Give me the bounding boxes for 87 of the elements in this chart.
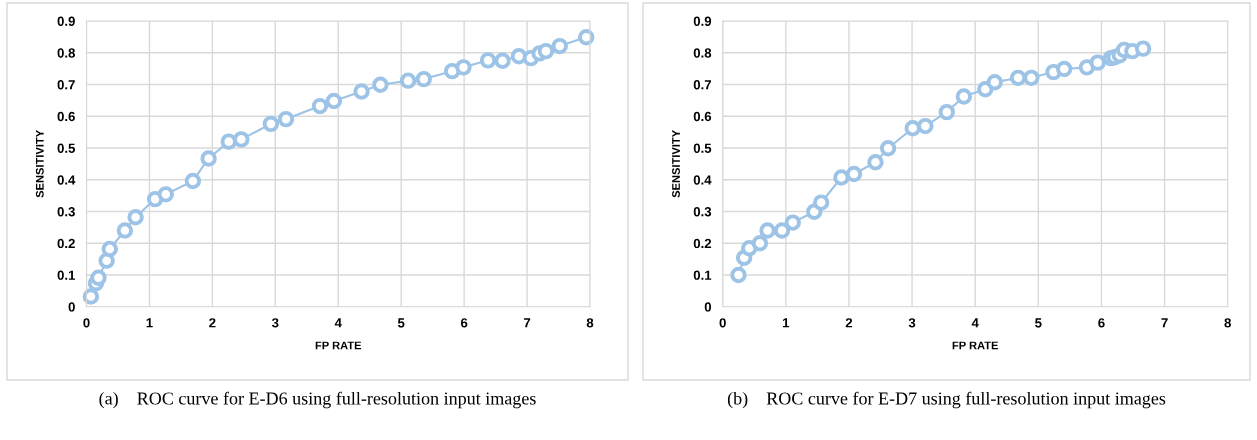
point — [784, 214, 801, 231]
y-tick-label: 0.8 — [693, 48, 712, 58]
y-tick-label: 0.1 — [57, 270, 76, 280]
x-tick-label: 4 — [334, 318, 342, 328]
point — [494, 52, 511, 69]
x-tick-label: 7 — [523, 318, 531, 328]
x-tick-label: 1 — [782, 318, 790, 328]
y-tick-label: 0.6 — [693, 111, 712, 122]
point — [479, 52, 497, 69]
point — [833, 169, 850, 186]
point — [986, 74, 1003, 91]
point — [938, 103, 955, 121]
point — [867, 154, 884, 171]
y-tick-label: 0.8 — [57, 48, 75, 58]
y-tick-label: 0.5 — [57, 143, 76, 153]
y-tick-label: 0.4 — [693, 175, 712, 185]
y-tick-label: 0.3 — [57, 207, 75, 217]
point — [372, 76, 389, 94]
y-axis-title: SENSITIVITY — [35, 130, 44, 198]
point — [1134, 40, 1152, 57]
y-tick-label: 0 — [704, 302, 712, 312]
point — [90, 269, 107, 287]
text: (a) ROC curve for E-D6 using full-resolution input images — [99, 391, 536, 409]
x-axis-title: FP RATE — [952, 341, 999, 350]
point — [220, 133, 237, 150]
point — [200, 150, 217, 167]
point — [101, 240, 118, 258]
x-tick-label: 6 — [1098, 318, 1105, 328]
x-tick-label: 0 — [83, 318, 90, 328]
point — [325, 92, 343, 110]
point — [917, 117, 934, 135]
y-tick-label: 0.5 — [693, 143, 712, 153]
point — [1009, 69, 1027, 87]
point — [455, 59, 472, 76]
point — [551, 37, 568, 55]
point — [537, 42, 555, 60]
y-tick-label: 0.3 — [693, 207, 712, 217]
y-tick-label: 0.7 — [57, 80, 75, 90]
x-tick-label: 1 — [146, 318, 153, 328]
y-tick-label: 0.2 — [693, 238, 712, 249]
point — [759, 222, 776, 239]
x-tick-label: 8 — [586, 318, 594, 328]
point — [116, 222, 134, 239]
text: (b) ROC curve for E-D7 using full-resolution input images — [727, 391, 1166, 409]
point — [1023, 69, 1040, 87]
point — [751, 235, 769, 252]
point — [812, 194, 830, 211]
point — [955, 88, 973, 105]
point — [415, 70, 433, 88]
point — [1089, 54, 1106, 71]
point — [262, 115, 280, 133]
point — [730, 266, 747, 284]
x-tick-label: 7 — [1161, 318, 1168, 328]
point — [277, 110, 295, 128]
x-tick-label: 5 — [397, 318, 405, 328]
y-tick-label: 0.2 — [57, 238, 75, 249]
point — [879, 140, 897, 157]
y-tick-label: 0.9 — [693, 16, 712, 26]
y-tick-label: 0.9 — [57, 16, 75, 26]
y-tick-label: 0.6 — [57, 111, 75, 122]
point — [311, 97, 329, 115]
x-tick-label: 4 — [971, 318, 979, 328]
x-tick-label: 0 — [719, 318, 726, 328]
y-tick-label: 0.7 — [693, 80, 712, 90]
point — [773, 222, 791, 239]
x-tick-label: 2 — [209, 318, 216, 328]
x-tick-label: 2 — [845, 318, 853, 328]
x-tick-label: 8 — [1224, 318, 1231, 328]
point — [82, 288, 100, 305]
point — [233, 131, 250, 148]
x-axis-title: FP RATE — [315, 341, 362, 350]
point — [399, 72, 417, 89]
y-axis-title: SENSITIVITY — [672, 130, 680, 198]
point — [184, 172, 202, 190]
y-tick-label: 0 — [68, 302, 75, 312]
point — [845, 165, 863, 183]
x-tick-label: 3 — [271, 318, 279, 328]
x-tick-label: 3 — [908, 318, 916, 328]
point — [904, 120, 921, 137]
y-tick-label: 0.4 — [57, 175, 76, 185]
point — [353, 83, 370, 100]
point — [157, 186, 174, 203]
x-tick-label: 5 — [1035, 318, 1042, 328]
point — [1056, 60, 1073, 78]
point — [127, 208, 144, 226]
y-tick-label: 0.1 — [693, 270, 712, 280]
x-tick-label: 6 — [460, 318, 468, 328]
